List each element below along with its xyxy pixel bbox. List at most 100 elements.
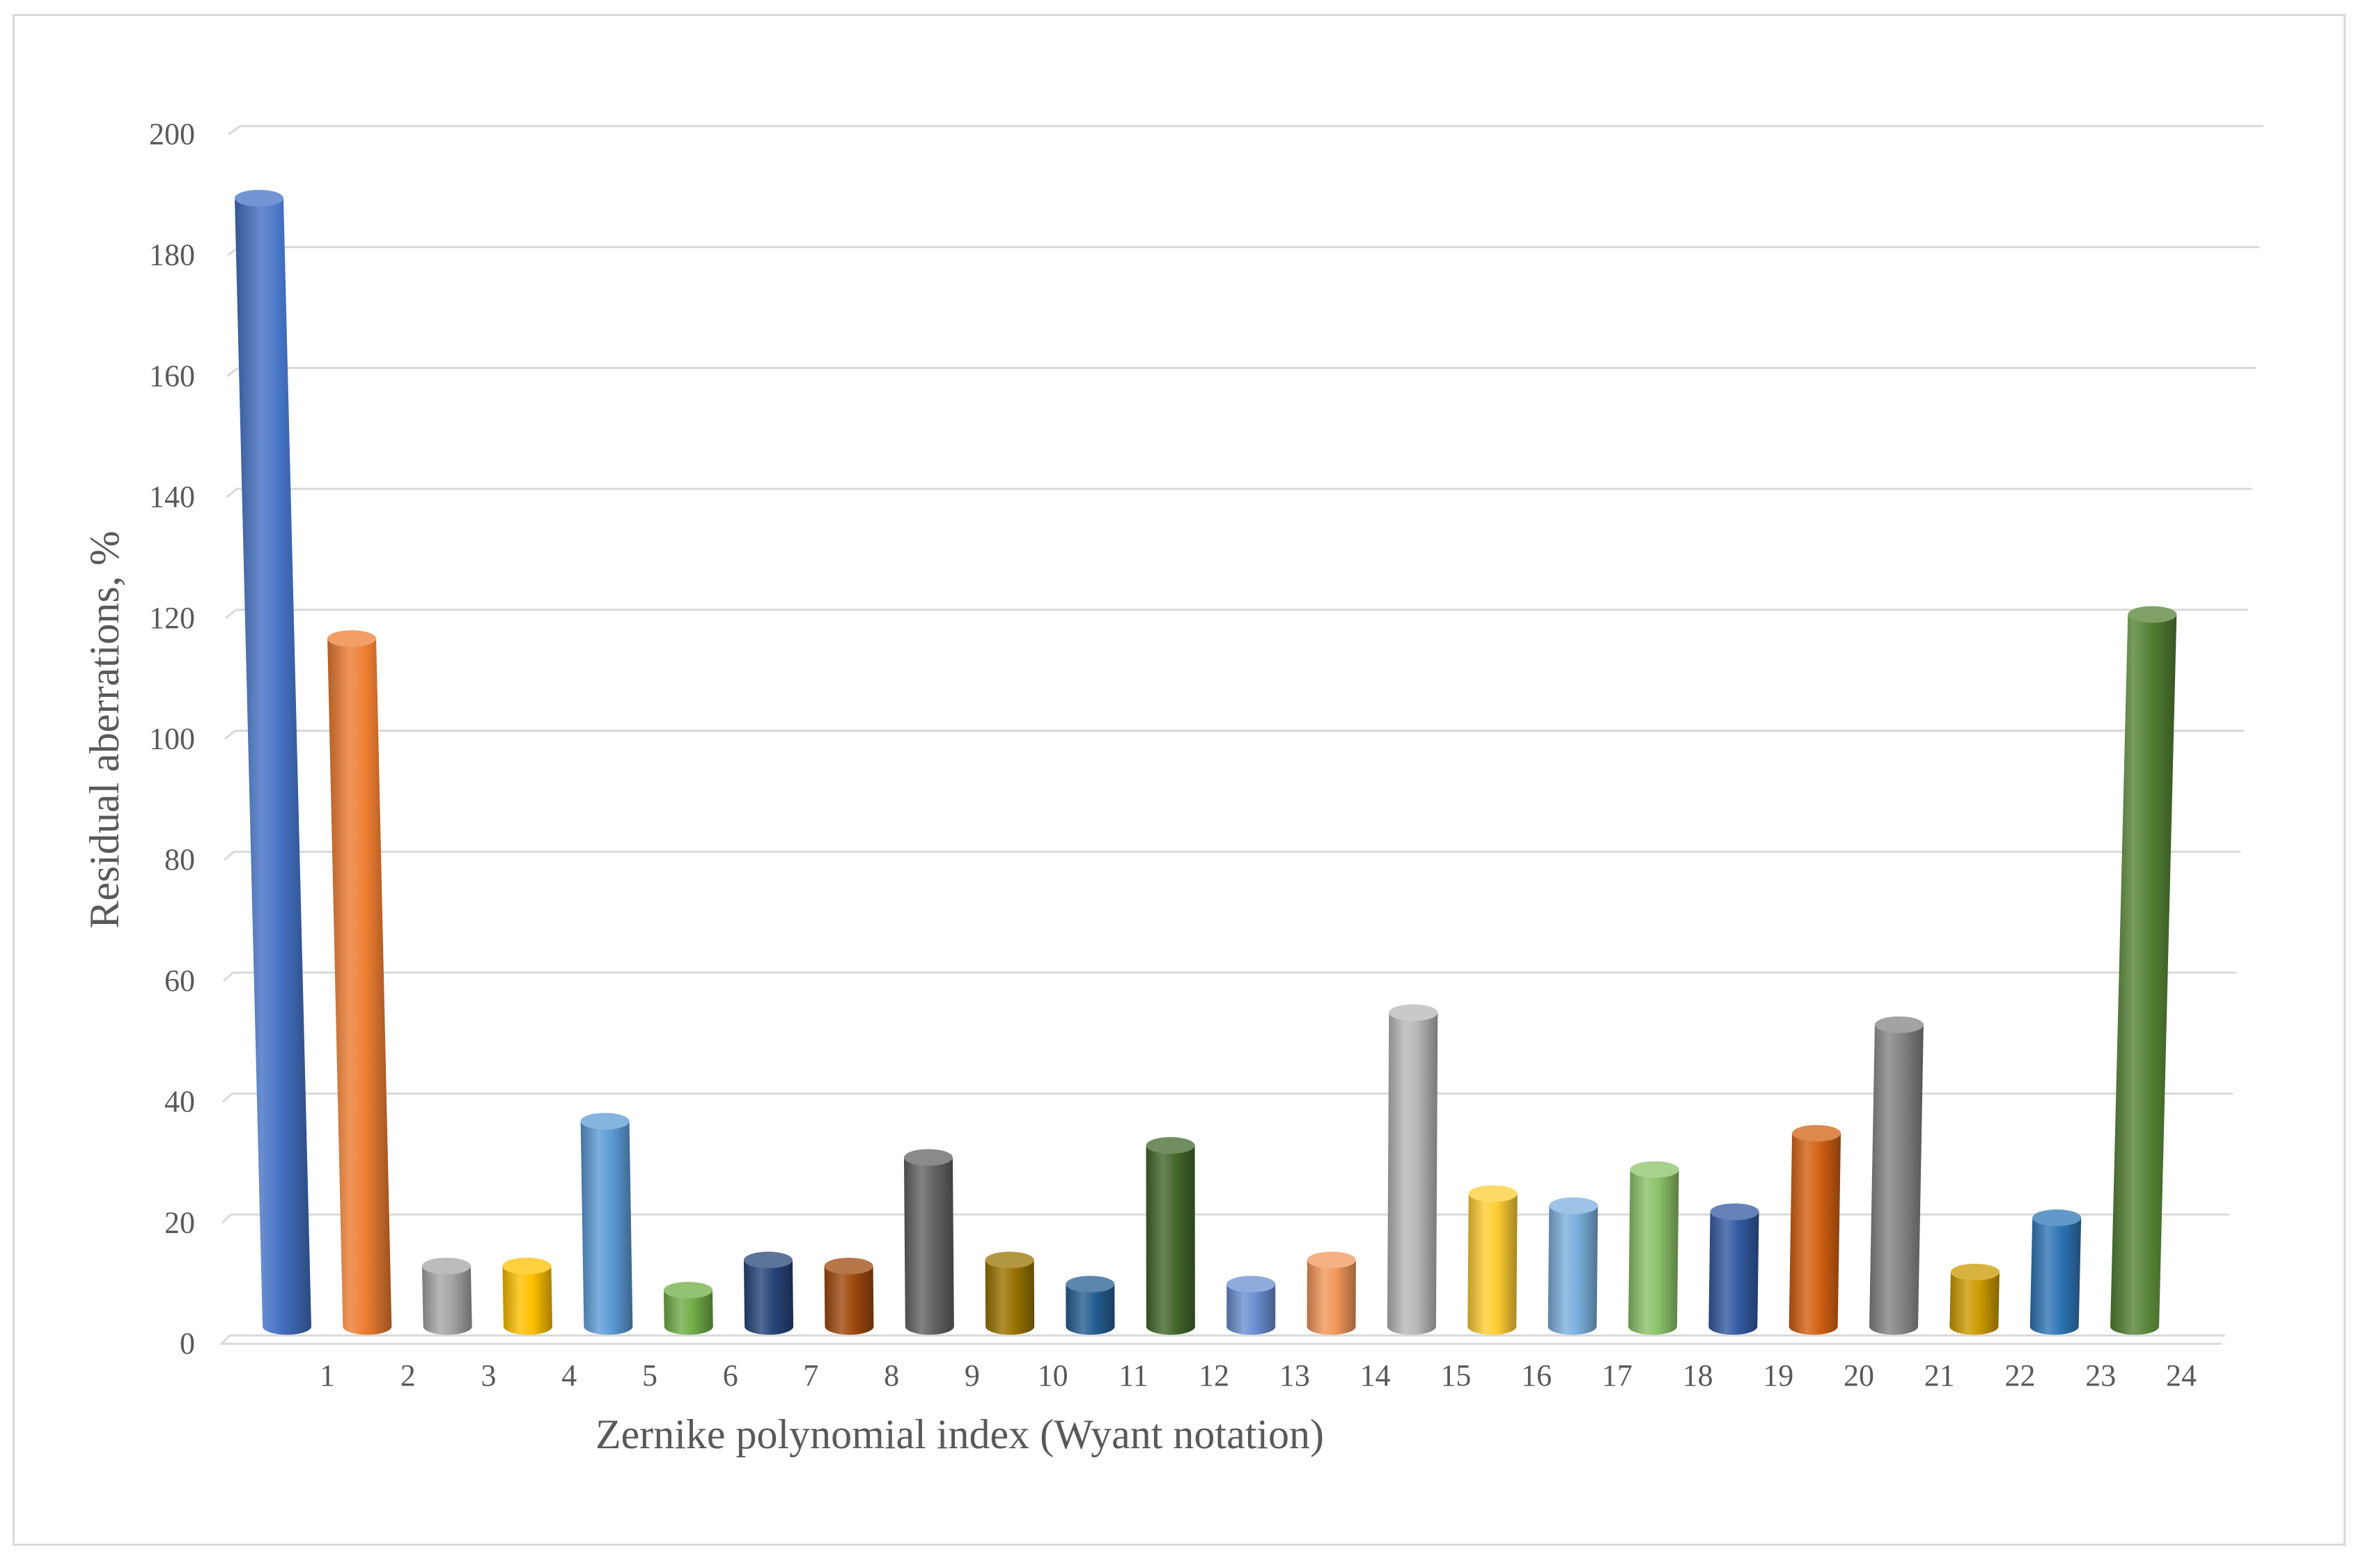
bar-14 bbox=[1307, 1251, 1356, 1335]
bar-body bbox=[1708, 1212, 1759, 1335]
bar-body bbox=[1789, 1133, 1841, 1335]
y-axis-tick-mark bbox=[224, 851, 235, 861]
bar-body bbox=[1548, 1205, 1598, 1335]
bar-body bbox=[580, 1121, 633, 1335]
bar-body bbox=[502, 1266, 553, 1335]
bar-top bbox=[1710, 1203, 1759, 1221]
x-tick-label: 11 bbox=[1119, 1358, 1148, 1393]
x-tick-label: 6 bbox=[723, 1358, 738, 1393]
bar-body bbox=[2110, 614, 2177, 1335]
bar-13 bbox=[1226, 1276, 1276, 1335]
bar-1 bbox=[234, 189, 311, 1335]
bar-7 bbox=[743, 1251, 794, 1335]
bar-4 bbox=[502, 1257, 553, 1335]
x-tick-label: 5 bbox=[642, 1358, 657, 1393]
bar-top bbox=[1146, 1137, 1195, 1154]
x-tick-label: 16 bbox=[1521, 1358, 1552, 1393]
y-axis-tick-mark bbox=[224, 730, 236, 740]
bar-top bbox=[1792, 1124, 1841, 1142]
bar-10 bbox=[985, 1251, 1035, 1335]
gridlines bbox=[220, 125, 2263, 1345]
bar-body bbox=[1226, 1284, 1276, 1335]
bar-body bbox=[1628, 1169, 1679, 1335]
bar-23 bbox=[2029, 1209, 2082, 1335]
y-tick-label: 140 bbox=[149, 480, 195, 514]
y-tick-label: 0 bbox=[180, 1326, 195, 1361]
y-axis-tick-mark bbox=[226, 367, 239, 377]
bar-top bbox=[824, 1257, 873, 1275]
x-tick-label: 10 bbox=[1038, 1358, 1068, 1393]
bar-top bbox=[1066, 1276, 1115, 1293]
x-tick-label: 19 bbox=[1763, 1358, 1793, 1393]
y-tick-label: 100 bbox=[149, 722, 195, 756]
bar-top bbox=[2128, 606, 2177, 623]
y-axis-ticks: 0 20 40 60 80 100 120 140 160 180 200 bbox=[149, 117, 195, 1361]
bar-20 bbox=[1789, 1124, 1841, 1335]
bar-16 bbox=[1467, 1185, 1518, 1335]
x-tick-label: 12 bbox=[1199, 1358, 1229, 1393]
bar-21 bbox=[1869, 1016, 1924, 1335]
bar-22 bbox=[1949, 1264, 2000, 1335]
x-tick-label: 23 bbox=[2085, 1358, 2116, 1393]
bar-17 bbox=[1548, 1197, 1598, 1335]
x-tick-label: 13 bbox=[1279, 1358, 1310, 1393]
bar-top bbox=[1226, 1276, 1276, 1293]
bar-top bbox=[1874, 1016, 1924, 1033]
bar-top bbox=[1549, 1197, 1598, 1214]
y-tick-label: 20 bbox=[164, 1205, 195, 1239]
bar-body bbox=[421, 1266, 472, 1335]
x-tick-label: 1 bbox=[320, 1358, 335, 1393]
bar-top bbox=[1630, 1161, 1679, 1178]
x-tick-label: 18 bbox=[1683, 1358, 1713, 1393]
bar-body bbox=[1467, 1193, 1518, 1335]
bar-body bbox=[1066, 1284, 1115, 1335]
bar-top bbox=[903, 1149, 953, 1166]
bar-top bbox=[421, 1257, 471, 1275]
bar-top bbox=[743, 1251, 793, 1269]
x-tick-label: 3 bbox=[481, 1358, 496, 1393]
bar-body bbox=[2029, 1218, 2082, 1335]
bar-body bbox=[1949, 1272, 2000, 1335]
bar-body bbox=[1869, 1024, 1924, 1335]
x-axis-ticks: 1 2 3 4 5 6 7 8 9 10 11 12 13 14 15 16 17 18 19 20 21 22 23 24 bbox=[320, 1358, 2197, 1393]
y-tick-label: 60 bbox=[164, 964, 195, 998]
y-axis-tick-mark bbox=[228, 125, 241, 136]
bar-3 bbox=[421, 1257, 472, 1335]
x-tick-label: 24 bbox=[2166, 1358, 2197, 1393]
x-tick-label: 8 bbox=[884, 1358, 899, 1393]
x-tick-label: 2 bbox=[400, 1358, 416, 1393]
x-axis-title: Zernike polynomial index (Wyant notation… bbox=[595, 1411, 1324, 1457]
bar-top bbox=[1468, 1185, 1518, 1202]
bar-2 bbox=[327, 630, 392, 1335]
bar-top bbox=[327, 630, 377, 648]
bar-8 bbox=[824, 1257, 874, 1335]
bar-body bbox=[664, 1290, 713, 1335]
bar-18 bbox=[1628, 1161, 1679, 1335]
bar-body bbox=[234, 198, 311, 1335]
bar-19 bbox=[1708, 1203, 1759, 1335]
x-tick-label: 4 bbox=[561, 1358, 577, 1393]
y-tick-label: 160 bbox=[149, 359, 195, 393]
x-tick-label: 14 bbox=[1360, 1358, 1391, 1393]
y-axis-tick-mark bbox=[226, 487, 238, 499]
bar-11 bbox=[1066, 1276, 1115, 1335]
x-tick-label: 20 bbox=[1844, 1358, 1874, 1393]
y-axis-tick-mark bbox=[223, 971, 234, 982]
bar-5 bbox=[580, 1113, 633, 1335]
bar-body bbox=[1387, 1012, 1438, 1335]
bar-top bbox=[2032, 1209, 2082, 1227]
y-tick-label: 120 bbox=[149, 601, 195, 635]
bar-body bbox=[743, 1260, 794, 1335]
y-tick-label: 200 bbox=[149, 117, 195, 151]
y-tick-label: 180 bbox=[149, 238, 195, 272]
bar-body bbox=[985, 1260, 1035, 1335]
bar-body bbox=[1146, 1145, 1195, 1335]
bar-body bbox=[824, 1266, 874, 1335]
y-axis-tick-mark bbox=[225, 609, 237, 619]
x-tick-label: 21 bbox=[1924, 1358, 1955, 1393]
x-tick-label: 15 bbox=[1440, 1358, 1471, 1393]
bar-24 bbox=[2110, 606, 2177, 1335]
bars bbox=[234, 189, 2177, 1335]
bar-12 bbox=[1146, 1137, 1195, 1335]
bar-top bbox=[1950, 1264, 2000, 1281]
